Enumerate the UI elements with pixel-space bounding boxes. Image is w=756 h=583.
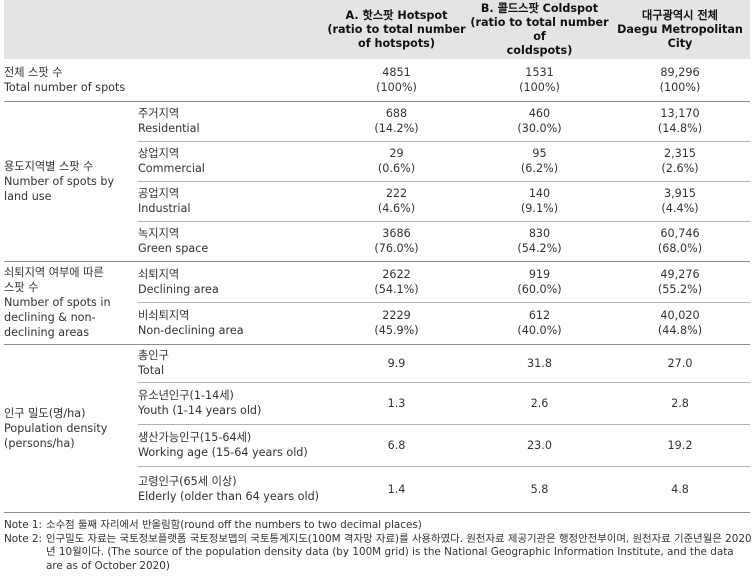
table-row-total: 전체 스팟 수 Total number of spots 4851 (100%)…	[4, 59, 750, 102]
table-row: 용도지역별 스팟 수 Number of spots by land use 주…	[4, 101, 750, 262]
cell-total-daegu: 89,296 (100%)	[610, 59, 750, 102]
note-2: Note 2: 인구밀도 자료는 국토정보플랫폼 국토정보맵의 국토통계지도(1…	[4, 532, 752, 572]
sub-label-total: 총인구 Total	[138, 344, 324, 383]
cell-total-coldspot: 1531 (100%)	[469, 59, 610, 102]
cell: 31.8	[469, 344, 610, 383]
cell: 19.2	[610, 424, 750, 467]
table-row: 유소년인구(1-14세) Youth (1-14 years old) 1.3 2…	[4, 382, 750, 425]
header-daegu: 대구광역시 전체 Daegu Metropolitan City	[610, 0, 750, 59]
table-row: 비쇠퇴지역 Non-declining area 2229 (45.9%) 612(…	[4, 302, 750, 345]
table-row: 상업지역 Commercial 29 (0.6%) 95 (6.2%) 2,315 (2…	[4, 141, 750, 182]
sub-label-youth: 유소년인구(1-14세) Youth (1-14 years old)	[138, 382, 324, 425]
sub-label-non-declining-area: 비쇠퇴지역 Non-declining area	[138, 302, 324, 345]
sub-label-industrial: 공업지역 Industrial	[138, 181, 324, 222]
row-label-density: 인구 밀도(명/ha) Population density (persons/…	[4, 344, 138, 513]
header-coldspot: B. 콜드스팟 Coldspot (ratio to total number …	[469, 0, 610, 59]
sub-label-green-space: 녹지지역 Green space	[138, 221, 324, 262]
cell: 13,170 (14.8%)	[610, 101, 750, 142]
table-row: 녹지지역 Green space 3686 (76.0%) 830 (54.2%) 6…	[4, 221, 750, 262]
cell: 23.0	[469, 424, 610, 467]
note-1: Note 1: 소수점 둘째 자리에서 반올림함(round off the n…	[4, 519, 422, 531]
sub-label-working-age: 생산가능인구(15-64세) Working age (15-64 years o…	[138, 424, 324, 467]
cell: 5.8	[469, 466, 610, 513]
cell: 3686 (76.0%)	[324, 221, 469, 262]
cell: 2.6	[469, 382, 610, 425]
cell: 2,315 (2.6%)	[610, 141, 750, 182]
cell: 4.8	[610, 466, 750, 513]
row-label-total: 전체 스팟 수 Total number of spots	[4, 59, 324, 102]
header-blank	[4, 0, 324, 59]
table-row: 쇠퇴지역 여부에 따른 스팟 수 Number of spots in decl…	[4, 261, 750, 345]
cell: 60,746 (68.0%)	[610, 221, 750, 262]
cell: 919 (60.0%)	[469, 261, 610, 303]
cell: 95 (6.2%)	[469, 141, 610, 182]
table-notes: Note 1: 소수점 둘째 자리에서 반올림함(round off the n…	[4, 519, 752, 573]
cell: 1.3	[324, 382, 469, 425]
cell: 40,020 (44.8%)	[610, 302, 750, 345]
cell: 9.9	[324, 344, 469, 383]
cell: 6.8	[324, 424, 469, 467]
statistics-table: A. 핫스팟 Hotspot (ratio to total number of…	[4, 0, 750, 513]
cell: 1.4	[324, 466, 469, 513]
cell: 29 (0.6%)	[324, 141, 469, 182]
header-row: A. 핫스팟 Hotspot (ratio to total number of…	[4, 0, 750, 59]
sub-label-elderly: 고령인구(65세 이상) Elderly (older than 64 years…	[138, 466, 324, 513]
row-label-land-use: 용도지역별 스팟 수 Number of spots by land use	[4, 101, 138, 262]
table-row: 고령인구(65세 이상) Elderly (older than 64 years…	[4, 466, 750, 513]
cell: 460 (30.0%)	[469, 101, 610, 142]
cell: 140 (9.1%)	[469, 181, 610, 222]
cell: 27.0	[610, 344, 750, 383]
cell: 2229 (45.9%)	[324, 302, 469, 345]
cell: 688 (14.2%)	[324, 101, 469, 142]
row-label-declining: 쇠퇴지역 여부에 따른 스팟 수 Number of spots in decl…	[4, 261, 138, 345]
cell: 49,276 (55.2%)	[610, 261, 750, 303]
cell: 830 (54.2%)	[469, 221, 610, 262]
cell: 3,915 (4.4%)	[610, 181, 750, 222]
cell: 222 (4.6%)	[324, 181, 469, 222]
table-row: 인구 밀도(명/ha) Population density (persons/…	[4, 344, 750, 513]
table-row: 생산가능인구(15-64세) Working age (15-64 years o…	[4, 424, 750, 467]
cell: 612 (40.0%)	[469, 302, 610, 345]
sub-label-residential: 주거지역 Residential	[138, 101, 324, 142]
cell: 2622 (54.1%)	[324, 261, 469, 303]
table-row: 공업지역 Industrial 222 (4.6%) 140 (9.1%) 3,915…	[4, 181, 750, 222]
cell: 2.8	[610, 382, 750, 425]
sub-label-commercial: 상업지역 Commercial	[138, 141, 324, 182]
sub-label-declining-area: 쇠퇴지역 Declining area	[138, 261, 324, 303]
cell-total-hotspot: 4851 (100%)	[324, 59, 469, 102]
header-hotspot: A. 핫스팟 Hotspot (ratio to total number of…	[324, 0, 469, 59]
